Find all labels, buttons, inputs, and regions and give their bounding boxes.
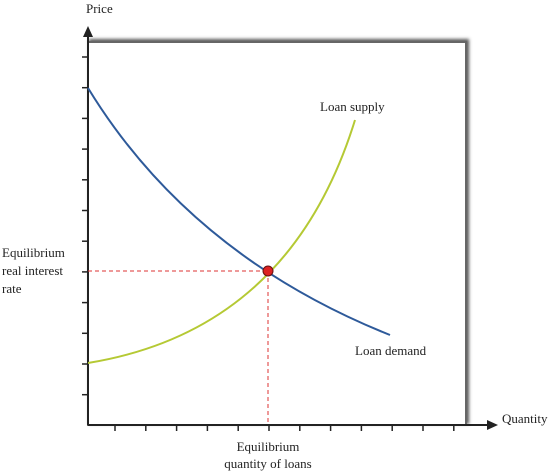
ticks [82, 56, 455, 431]
supply-label: Loan supply [320, 99, 385, 114]
y-arrow [83, 26, 93, 37]
quantity-label: Equilibrium [237, 439, 300, 454]
demand-curve [87, 87, 391, 336]
equilibrium-point [262, 265, 274, 277]
rate-label: rate [2, 281, 22, 296]
x-axis-label: Quantity [502, 411, 548, 426]
supply-curve [87, 119, 356, 364]
quantity-label: quantity of loans [224, 456, 311, 471]
rate-label: Equilibrium [2, 245, 65, 260]
x-arrow [487, 420, 498, 430]
demand-label: Loan demand [355, 343, 427, 358]
plot-frame [87, 41, 467, 426]
rate-label: real interest [2, 263, 63, 278]
y-axis-label: Price [86, 1, 113, 16]
